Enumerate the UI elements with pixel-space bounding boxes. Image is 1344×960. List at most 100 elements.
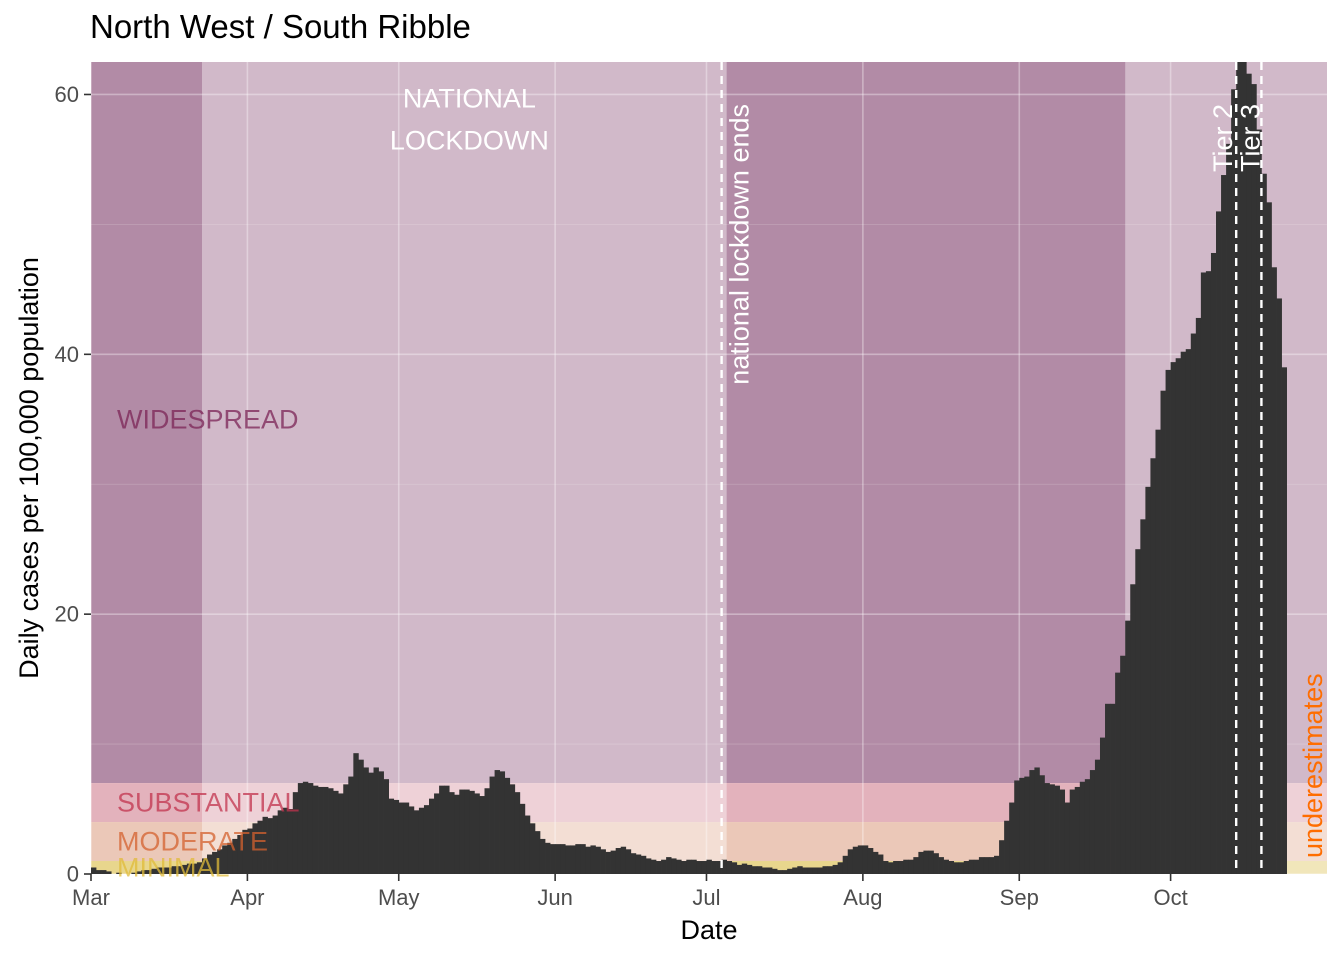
bar <box>953 862 960 874</box>
bar <box>968 859 975 874</box>
bar <box>524 815 531 874</box>
bar <box>1130 584 1136 874</box>
bar <box>1180 351 1187 875</box>
bar <box>706 859 712 874</box>
bar <box>378 771 384 874</box>
bar <box>489 776 495 874</box>
bar <box>181 864 188 874</box>
y-tick-label: 40 <box>55 342 79 367</box>
bar <box>1044 783 1050 874</box>
bar <box>343 784 349 874</box>
bar <box>1089 770 1096 874</box>
bar <box>893 861 899 874</box>
bar <box>590 845 596 874</box>
bar <box>1014 780 1020 874</box>
x-tick-label: Apr <box>230 885 264 910</box>
bar <box>878 854 884 874</box>
bar <box>277 810 284 874</box>
bar <box>731 862 738 874</box>
bar <box>1009 802 1015 874</box>
bar <box>620 846 627 874</box>
bar <box>348 776 354 874</box>
bar <box>1084 779 1091 874</box>
bar <box>156 867 162 874</box>
bar <box>353 753 359 874</box>
bar <box>807 867 813 874</box>
bar <box>1190 333 1197 874</box>
bar <box>867 848 874 874</box>
bar <box>373 767 379 874</box>
bar <box>812 867 818 874</box>
bar <box>318 786 324 874</box>
bar <box>1034 767 1040 874</box>
bar <box>171 866 178 874</box>
bar <box>686 859 692 874</box>
bar <box>787 868 793 874</box>
bar <box>777 870 783 874</box>
event-lines: NATIONAL LOCKDOWN national lockdown ends Ti… <box>390 62 1328 874</box>
bar <box>973 859 980 874</box>
bar <box>1099 737 1106 874</box>
bar <box>91 867 97 874</box>
bar <box>1261 173 1267 874</box>
bar <box>862 845 869 874</box>
bar <box>106 871 112 874</box>
bar <box>439 785 445 874</box>
bar <box>539 838 546 874</box>
bar <box>575 844 581 874</box>
bar <box>504 777 511 874</box>
bar <box>227 842 233 874</box>
bar <box>1241 62 1247 874</box>
bar <box>600 849 606 874</box>
bar <box>1266 202 1272 874</box>
bar <box>1054 785 1060 874</box>
bar <box>212 851 218 874</box>
bar <box>888 862 894 874</box>
bar <box>1205 271 1212 874</box>
bar <box>509 784 516 874</box>
underestimates-note: underestimates <box>1298 673 1328 858</box>
bar <box>983 857 990 874</box>
bar <box>464 789 470 874</box>
bar <box>328 788 334 874</box>
bar <box>666 857 672 874</box>
chart-title: North West / South Ribble <box>90 8 471 45</box>
x-tick-label: Jul <box>692 885 720 910</box>
bar <box>671 858 677 874</box>
bar <box>1125 620 1131 874</box>
bar <box>923 850 929 874</box>
bar <box>434 793 440 874</box>
bar <box>101 870 107 874</box>
bar <box>736 864 743 874</box>
bar <box>338 793 344 874</box>
bar <box>423 805 430 874</box>
bar <box>307 783 314 874</box>
y-tick-label: 60 <box>55 82 79 107</box>
bar <box>257 820 263 874</box>
bar <box>635 854 642 874</box>
bar <box>1226 143 1232 874</box>
bar <box>388 798 395 874</box>
level-label-moderate: MODERATE <box>117 827 268 857</box>
bar <box>1024 776 1030 874</box>
x-tick-label: Jun <box>537 885 572 910</box>
bar <box>408 806 415 874</box>
bar <box>842 855 849 874</box>
bar <box>630 853 637 874</box>
bar <box>711 861 717 874</box>
bar <box>938 857 944 874</box>
bar <box>403 802 410 874</box>
bar <box>1105 703 1111 874</box>
bar <box>948 861 955 874</box>
bar <box>1221 175 1227 874</box>
bar <box>1029 770 1035 874</box>
bar <box>242 829 248 874</box>
bar <box>746 864 753 874</box>
bar <box>963 861 970 874</box>
bar <box>449 792 455 874</box>
bar <box>207 854 213 874</box>
x-tick-label: May <box>378 885 420 910</box>
bar <box>479 796 485 874</box>
bar <box>1281 367 1287 874</box>
